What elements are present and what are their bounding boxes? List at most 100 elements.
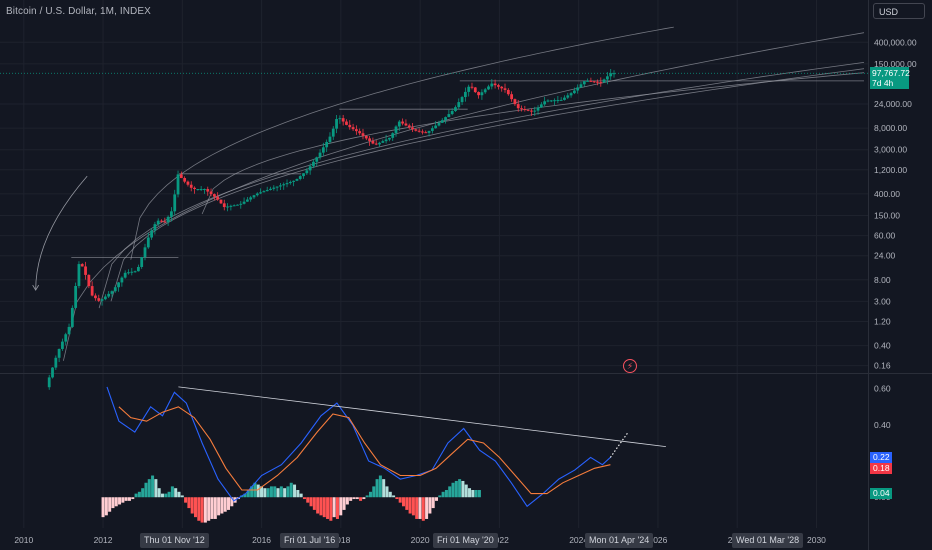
candle-body bbox=[368, 138, 371, 141]
histogram-bar bbox=[388, 491, 392, 498]
candle-body bbox=[146, 237, 150, 248]
histogram-bar bbox=[207, 497, 211, 521]
candle-body bbox=[173, 194, 177, 212]
candle-body bbox=[480, 92, 484, 96]
trendline-1 bbox=[63, 32, 865, 361]
candle-body bbox=[401, 121, 405, 124]
histogram-bar bbox=[332, 497, 336, 518]
candle-body bbox=[325, 141, 329, 148]
histogram-bar bbox=[266, 488, 270, 498]
candle-body bbox=[351, 127, 355, 130]
candle-body bbox=[269, 188, 272, 190]
histogram-bar bbox=[408, 497, 412, 514]
candle-body bbox=[559, 99, 563, 101]
candle-body bbox=[140, 257, 144, 267]
price-tick-label: 3.00 bbox=[874, 296, 891, 306]
price-tick-label: 24,000.00 bbox=[874, 99, 912, 109]
candle-body bbox=[113, 287, 117, 292]
histogram-bar bbox=[299, 493, 303, 498]
histogram-bar bbox=[170, 486, 174, 498]
candle-body bbox=[381, 141, 385, 143]
candle-body bbox=[335, 118, 338, 129]
candle-body bbox=[602, 79, 606, 83]
candle-body bbox=[203, 189, 206, 191]
candle-body bbox=[321, 147, 325, 153]
candle-body bbox=[57, 348, 61, 358]
histogram-bar bbox=[174, 488, 178, 498]
candle-body bbox=[176, 174, 180, 195]
histogram-bar bbox=[339, 497, 343, 516]
candle-body bbox=[450, 111, 454, 115]
candle-body bbox=[430, 128, 434, 131]
candle-body bbox=[394, 126, 398, 134]
histogram-bar bbox=[444, 490, 448, 498]
candle-body bbox=[493, 83, 497, 86]
crosshair-date-2: Fri 01 Jul '16 bbox=[280, 533, 340, 548]
candle-body bbox=[328, 136, 332, 142]
candle-body bbox=[526, 109, 530, 111]
candle-body bbox=[331, 128, 335, 137]
price-tick-label: 400.00 bbox=[874, 189, 900, 199]
candle-body bbox=[503, 88, 507, 90]
candle-body bbox=[533, 110, 537, 112]
histogram-bar bbox=[405, 497, 409, 510]
drawn-arrow bbox=[35, 175, 88, 291]
histogram-bar bbox=[401, 497, 405, 507]
currency-selector[interactable]: USD bbox=[873, 3, 925, 19]
candle-body bbox=[497, 85, 500, 87]
histogram-bar bbox=[362, 497, 366, 500]
symbol-title: Bitcoin / U.S. Dollar, 1M, INDEX bbox=[6, 6, 151, 17]
candle-body bbox=[275, 186, 279, 188]
candle-body bbox=[596, 81, 599, 83]
candle-body bbox=[163, 221, 167, 223]
histogram-bar bbox=[160, 493, 164, 498]
candle-body bbox=[463, 91, 467, 98]
histogram-bar bbox=[250, 486, 254, 498]
candle-body bbox=[556, 100, 560, 102]
histogram-bar bbox=[243, 493, 247, 498]
candle-body bbox=[397, 121, 401, 127]
candle-body bbox=[437, 122, 441, 126]
histogram-bar bbox=[368, 491, 372, 498]
candle-body bbox=[609, 73, 613, 77]
time-tick-label: 2022 bbox=[490, 535, 509, 545]
price-tick-label: 1.20 bbox=[874, 316, 891, 326]
candle-body bbox=[61, 341, 64, 349]
histogram-bar bbox=[164, 493, 168, 498]
histogram-bar bbox=[306, 497, 310, 503]
histogram-bar bbox=[289, 482, 293, 498]
histogram-bar bbox=[154, 479, 158, 498]
drawn-arrow-head bbox=[32, 284, 40, 291]
candle-body bbox=[457, 102, 461, 108]
candle-body bbox=[292, 180, 296, 182]
trendline-3 bbox=[110, 68, 865, 302]
candle-body bbox=[206, 189, 210, 192]
indicator-label-histogram: 0.04 bbox=[870, 488, 892, 499]
candle-body bbox=[483, 89, 487, 93]
histogram-bar bbox=[210, 497, 214, 519]
alert-clock-icon[interactable]: ⚡ bbox=[623, 359, 637, 373]
histogram-bar bbox=[184, 497, 188, 503]
histogram-bar bbox=[375, 479, 379, 498]
candle-body bbox=[536, 107, 540, 111]
candle-body bbox=[170, 211, 173, 217]
histogram-bar bbox=[286, 486, 290, 498]
candle-body bbox=[282, 184, 286, 186]
candle-body bbox=[563, 97, 566, 100]
histogram-bar bbox=[200, 497, 204, 523]
histogram-bar bbox=[124, 497, 128, 501]
histogram-bar bbox=[217, 497, 221, 516]
histogram-bar bbox=[121, 497, 125, 503]
histogram-bar bbox=[227, 497, 231, 510]
histogram-bar bbox=[279, 486, 283, 498]
time-tick-label: 2026 bbox=[648, 535, 667, 545]
candle-body bbox=[232, 205, 236, 207]
price-tick-label: 60.00 bbox=[874, 231, 896, 241]
macd-histogram bbox=[101, 475, 481, 523]
candle-body bbox=[302, 173, 305, 177]
candle-body bbox=[156, 220, 160, 225]
candle-body bbox=[606, 76, 609, 80]
price-tick-label: 8,000.00 bbox=[874, 123, 907, 133]
histogram-bar bbox=[464, 484, 468, 498]
